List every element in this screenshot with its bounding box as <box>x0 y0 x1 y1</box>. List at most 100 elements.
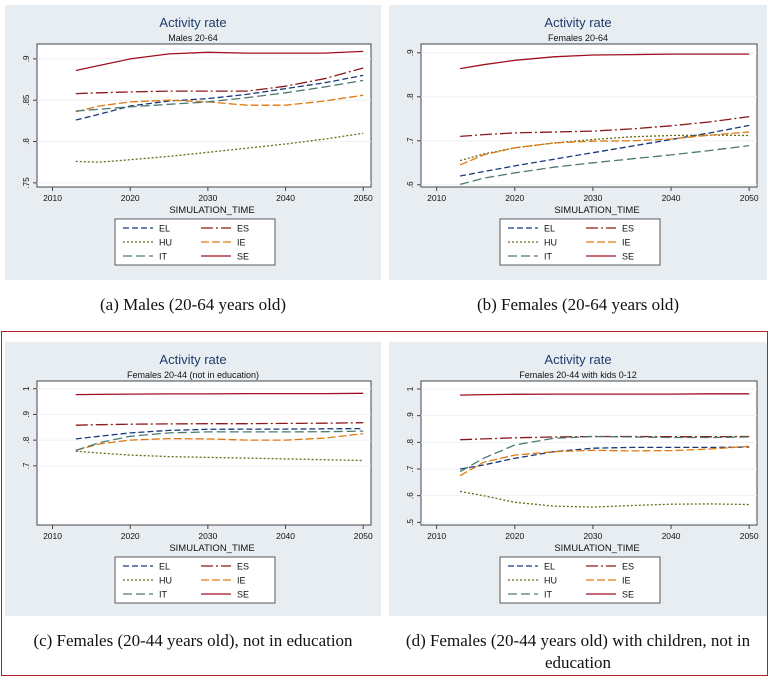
chart-panel-d: Activity rate Females 20-44 with kids 0-1… <box>389 342 767 616</box>
y-tick-label: 1 <box>406 386 415 391</box>
y-tick-label: .9 <box>406 49 415 56</box>
y-tick-label: .8 <box>22 138 31 145</box>
chart-panel-b: Activity rate Females 20-64 .6 .7 .8 .9 2010 20… <box>389 5 767 280</box>
series-line-ie <box>459 131 750 166</box>
series-line-se <box>75 50 364 72</box>
legend-label-ie: IE <box>622 238 631 248</box>
legend-label-hu: HU <box>159 576 172 586</box>
chart-panel-c: Activity rate Females 20-44 (not in educa… <box>5 342 381 616</box>
x-tick-label: 2050 <box>740 531 759 541</box>
legend-box <box>499 218 661 266</box>
chart-title: Activity rate <box>159 352 226 367</box>
series-line-es <box>75 67 364 95</box>
x-axis-label: SIMULATION_TIME <box>554 543 639 554</box>
caption-a: (a) Males (20-64 years old) <box>100 295 286 314</box>
caption-c: (c) Females (20-44 years old), not in ed… <box>33 631 353 650</box>
x-tick-label: 2020 <box>505 531 524 541</box>
chart-title: Activity rate <box>159 15 226 30</box>
series-line-es <box>75 422 364 426</box>
y-tick-label: 1 <box>22 386 31 391</box>
legend-label-el: EL <box>159 562 170 572</box>
series-line-se <box>459 53 750 70</box>
x-tick-label: 2030 <box>198 531 217 541</box>
series-line-se <box>460 393 750 396</box>
x-tick-label: 2010 <box>427 193 446 203</box>
legend-label-se: SE <box>237 252 249 262</box>
caption-d: (d) Females (20-44 years old) with child… <box>405 631 751 672</box>
legend-label-el: EL <box>159 224 170 234</box>
plot-area <box>36 380 372 526</box>
legend-label-el: EL <box>544 562 555 572</box>
y-tick-label: .9 <box>22 411 31 418</box>
series-line-ie <box>459 445 750 477</box>
y-tick-label: .6 <box>406 181 415 188</box>
x-tick-label: 2010 <box>43 193 62 203</box>
highlight-frame <box>1 331 768 676</box>
y-tick-label: .7 <box>22 462 31 469</box>
legend-label-ie: IE <box>622 576 631 586</box>
legend-label-hu: HU <box>544 238 557 248</box>
chart-subtitle: Females 20-64 <box>548 33 608 43</box>
chart-title: Activity rate <box>544 15 611 30</box>
legend-label-el: EL <box>544 224 555 234</box>
legend-label-es: ES <box>622 562 634 572</box>
series-line-hu <box>75 132 364 163</box>
x-tick-label: 2030 <box>583 193 602 203</box>
legend-label-se: SE <box>622 252 634 262</box>
legend-box <box>114 556 276 604</box>
y-tick-label: .6 <box>406 492 415 499</box>
x-axis-label: SIMULATION_TIME <box>554 205 639 216</box>
x-tick-label: 2010 <box>43 531 62 541</box>
series-line-ie <box>75 433 364 452</box>
legend-label-es: ES <box>237 562 249 572</box>
legend-label-it: IT <box>544 252 553 262</box>
x-tick-label: 2010 <box>427 531 446 541</box>
x-tick-label: 2040 <box>662 531 681 541</box>
chart-subtitle: Females 20-44 with kids 0-12 <box>519 370 637 380</box>
x-tick-label: 2020 <box>121 193 140 203</box>
legend-box <box>499 556 661 604</box>
series-line-se <box>75 392 364 396</box>
plot-area <box>420 380 758 526</box>
x-tick-label: 2040 <box>276 193 295 203</box>
chart-panel-a: Activity rate Males 20-64 .75 .8 .85 .9 2010 20… <box>5 5 381 280</box>
chart-subtitle: Females 20-44 (not in education) <box>127 370 259 380</box>
legend-label-it: IT <box>159 252 168 262</box>
legend-box <box>114 218 276 266</box>
legend-label-hu: HU <box>544 576 557 586</box>
x-axis-label: SIMULATION_TIME <box>169 543 254 554</box>
x-tick-label: 2020 <box>121 531 140 541</box>
series-line-el <box>459 446 750 470</box>
legend-label-hu: HU <box>159 238 172 248</box>
x-tick-label: 2050 <box>740 193 759 203</box>
x-tick-label: 2040 <box>662 193 681 203</box>
legend-label-es: ES <box>622 224 634 234</box>
y-tick-label: .9 <box>406 412 415 419</box>
series-line-hu <box>75 450 364 462</box>
series-line-it <box>75 79 364 112</box>
legend-label-se: SE <box>237 590 249 600</box>
series-line-it <box>459 144 750 186</box>
series-line-it <box>75 430 364 452</box>
x-tick-label: 2030 <box>583 531 602 541</box>
chart-title: Activity rate <box>544 352 611 367</box>
y-tick-label: .8 <box>22 436 31 443</box>
y-tick-label: .9 <box>22 55 31 62</box>
legend-label-es: ES <box>237 224 249 234</box>
y-tick-label: .7 <box>406 465 415 472</box>
x-tick-label: 2020 <box>505 193 524 203</box>
plot-area <box>420 43 758 188</box>
x-tick-label: 2050 <box>354 531 373 541</box>
y-tick-label: .5 <box>406 518 415 525</box>
x-tick-label: 2040 <box>276 531 295 541</box>
legend-label-ie: IE <box>237 238 246 248</box>
plot-area <box>36 43 372 188</box>
x-axis-label: SIMULATION_TIME <box>169 205 254 216</box>
series-line-el <box>75 74 364 121</box>
y-tick-label: .85 <box>22 94 31 106</box>
series-line-el <box>75 427 364 440</box>
y-tick-label: .7 <box>406 137 415 144</box>
y-tick-label: .8 <box>406 438 415 445</box>
legend-label-se: SE <box>622 590 634 600</box>
legend-label-it: IT <box>159 590 168 600</box>
